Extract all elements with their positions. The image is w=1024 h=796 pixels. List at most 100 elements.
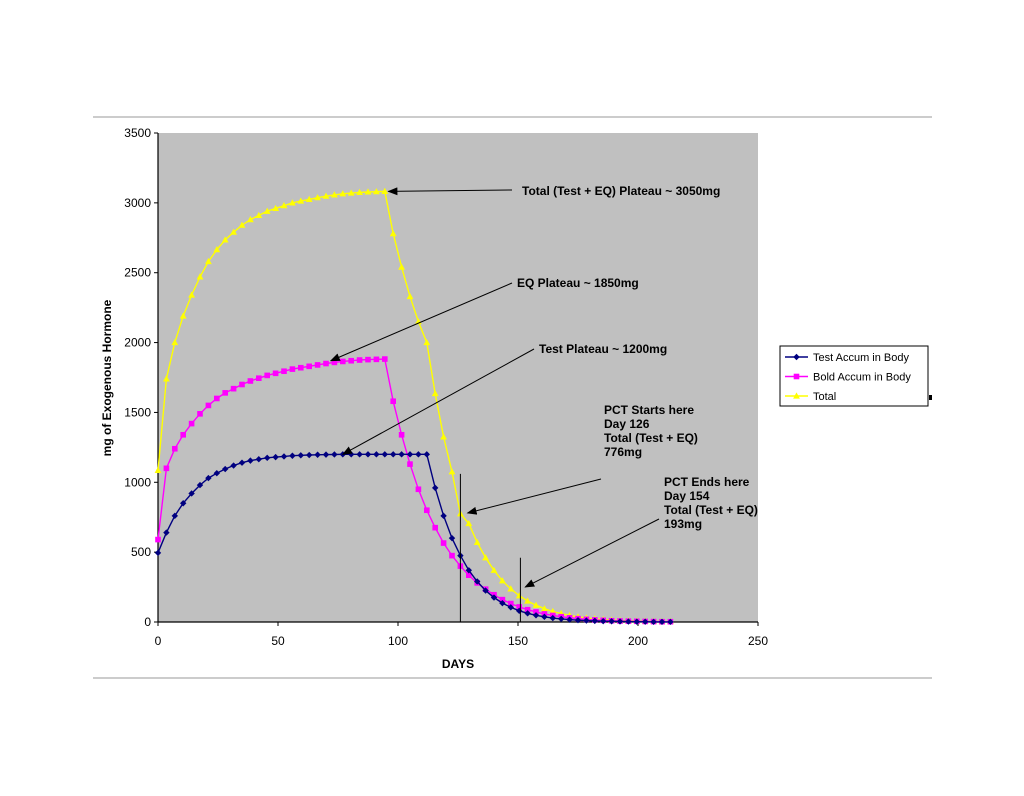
data-point <box>364 451 372 458</box>
data-point <box>415 451 422 458</box>
annotation-text: PCT Ends here <box>664 475 750 489</box>
data-point <box>214 395 220 402</box>
data-point <box>516 607 523 615</box>
data-point <box>238 459 246 466</box>
y-tick-label: 2000 <box>124 336 151 350</box>
data-point <box>222 465 229 473</box>
data-point <box>255 456 262 463</box>
x-axis-title: DAYS <box>442 657 474 671</box>
data-point <box>340 358 346 365</box>
data-point <box>390 398 396 405</box>
data-point <box>196 273 204 280</box>
data-point <box>499 577 506 584</box>
data-point <box>163 529 170 536</box>
data-point <box>508 600 514 607</box>
data-point <box>407 461 413 467</box>
legend-swatch-marker <box>793 373 800 380</box>
data-point <box>272 453 279 461</box>
data-point <box>272 204 279 212</box>
y-tick-label: 1500 <box>124 405 151 419</box>
annotation-arrow <box>329 282 513 362</box>
data-point <box>381 187 389 195</box>
data-point <box>163 375 170 382</box>
annotation-arrow <box>524 518 660 588</box>
data-point <box>558 615 565 623</box>
data-point <box>549 607 557 615</box>
legend-item: Test Accum in Body <box>785 352 909 364</box>
data-point <box>222 390 228 396</box>
data-point <box>188 490 195 497</box>
data-point <box>466 572 472 578</box>
data-point <box>230 462 237 469</box>
data-point <box>431 389 439 397</box>
legend-label: Total <box>813 391 836 403</box>
data-point <box>381 451 388 458</box>
annotation-arrow <box>341 348 535 455</box>
y-tick-label: 1000 <box>124 475 151 489</box>
data-point <box>180 500 187 507</box>
data-point <box>247 378 254 384</box>
data-point <box>264 454 271 462</box>
data-point <box>213 470 220 477</box>
data-point <box>373 188 380 195</box>
x-tick-label: 150 <box>508 634 528 648</box>
data-point <box>625 618 632 625</box>
data-point <box>314 362 321 368</box>
data-point <box>154 549 162 557</box>
data-point <box>339 190 347 197</box>
data-point <box>566 616 573 623</box>
data-point <box>297 197 305 204</box>
data-point <box>658 618 666 626</box>
x-tick-label: 50 <box>271 634 285 648</box>
data-point <box>549 614 556 622</box>
data-point <box>650 618 657 626</box>
legend: Test Accum in Body Bold Accum in Body Tota… <box>779 345 929 407</box>
data-point <box>256 375 262 381</box>
data-point <box>406 451 414 458</box>
data-point <box>196 481 204 489</box>
y-tick-label: 2500 <box>124 266 151 280</box>
data-point <box>398 263 405 270</box>
annotation-text: Total (Test + EQ) Plateau ~ 3050mg <box>522 184 720 198</box>
data-point <box>305 195 313 202</box>
data-point <box>347 189 355 196</box>
x-tick-label: 100 <box>388 634 408 648</box>
data-point <box>524 606 531 613</box>
data-point <box>322 192 330 199</box>
data-point <box>440 512 447 520</box>
data-point <box>205 474 212 482</box>
data-point <box>482 554 489 561</box>
data-point <box>616 618 624 625</box>
data-point <box>323 360 329 367</box>
y-tick-label: 3500 <box>124 126 151 140</box>
annotation-arrow <box>387 187 513 196</box>
series-group <box>154 187 674 626</box>
legend-swatch-marker <box>793 353 800 361</box>
data-point <box>356 357 363 363</box>
data-point <box>591 617 598 625</box>
data-point <box>364 188 372 195</box>
vertical-markers <box>459 473 521 622</box>
data-point <box>356 188 363 195</box>
data-point <box>398 451 405 458</box>
data-point <box>205 402 212 409</box>
annotation-text: 776mg <box>604 445 642 459</box>
legend-edge-mark <box>929 395 932 400</box>
data-point <box>448 468 456 475</box>
data-point <box>432 484 439 492</box>
data-point <box>188 291 195 298</box>
data-point <box>289 452 296 459</box>
data-point <box>474 578 481 585</box>
data-point <box>424 507 430 514</box>
data-point <box>289 366 296 372</box>
y-tick-label: 0 <box>144 615 151 629</box>
data-point <box>608 618 615 625</box>
annotation-arrow <box>466 478 602 515</box>
data-point <box>179 312 187 319</box>
data-point <box>642 618 649 625</box>
data-point <box>171 512 178 520</box>
data-point <box>197 411 203 417</box>
